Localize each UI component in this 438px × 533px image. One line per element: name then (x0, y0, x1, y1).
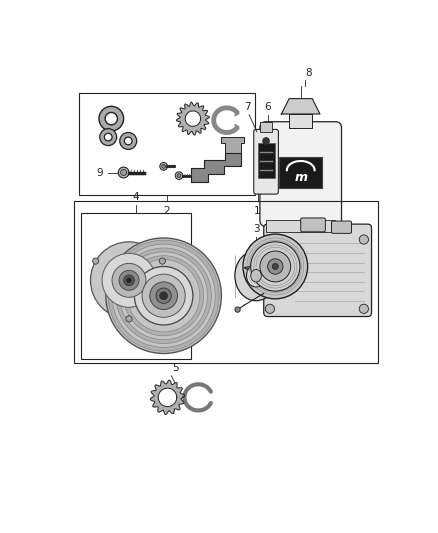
Circle shape (120, 133, 137, 149)
Ellipse shape (251, 270, 261, 282)
Circle shape (268, 259, 283, 274)
Text: m: m (294, 172, 307, 184)
Circle shape (160, 163, 167, 170)
FancyBboxPatch shape (332, 221, 352, 233)
Text: 7: 7 (244, 102, 251, 112)
Polygon shape (282, 99, 320, 114)
FancyBboxPatch shape (264, 224, 371, 317)
Bar (260, 123, 272, 132)
Text: 5: 5 (172, 363, 179, 373)
Circle shape (265, 304, 275, 313)
Circle shape (159, 258, 166, 264)
Circle shape (119, 270, 139, 290)
Bar (79, 93, 254, 195)
Circle shape (126, 316, 132, 322)
Circle shape (359, 304, 368, 313)
Circle shape (175, 172, 183, 180)
Text: 2: 2 (163, 206, 170, 216)
Text: 3: 3 (253, 224, 259, 234)
Text: 1: 1 (254, 206, 261, 216)
FancyBboxPatch shape (254, 130, 279, 194)
Circle shape (124, 137, 132, 145)
Polygon shape (221, 137, 244, 152)
Circle shape (104, 133, 112, 141)
Circle shape (92, 258, 99, 264)
Circle shape (120, 169, 127, 175)
Circle shape (99, 106, 124, 131)
Bar (289, 114, 312, 128)
Circle shape (127, 260, 200, 332)
Text: 4: 4 (133, 192, 139, 202)
Circle shape (108, 240, 219, 351)
Bar (81, 213, 191, 359)
FancyBboxPatch shape (301, 218, 325, 232)
Bar (266, 220, 336, 232)
Circle shape (116, 248, 212, 343)
Text: 8: 8 (305, 68, 312, 78)
Circle shape (102, 253, 156, 308)
Circle shape (262, 137, 270, 145)
Circle shape (162, 165, 166, 168)
Circle shape (142, 274, 185, 317)
Circle shape (118, 167, 129, 178)
Polygon shape (191, 152, 240, 182)
Circle shape (124, 256, 204, 336)
Circle shape (100, 128, 117, 146)
Circle shape (106, 238, 221, 353)
Circle shape (91, 242, 167, 319)
Circle shape (177, 174, 181, 177)
Circle shape (124, 275, 134, 286)
Circle shape (209, 401, 213, 405)
Text: 6: 6 (264, 102, 271, 112)
Polygon shape (150, 380, 185, 415)
Circle shape (359, 235, 368, 244)
Circle shape (209, 390, 213, 394)
Circle shape (251, 242, 300, 291)
Ellipse shape (235, 251, 277, 301)
FancyBboxPatch shape (260, 122, 342, 227)
Circle shape (127, 278, 131, 282)
Bar (74, 201, 378, 364)
Circle shape (105, 112, 117, 125)
Circle shape (156, 288, 171, 303)
Circle shape (120, 252, 208, 340)
Bar (258, 143, 275, 178)
Circle shape (260, 251, 291, 282)
Circle shape (160, 292, 167, 300)
Circle shape (150, 282, 177, 310)
Text: 9: 9 (96, 167, 103, 177)
Circle shape (112, 244, 215, 348)
Circle shape (112, 263, 146, 297)
Circle shape (235, 307, 240, 312)
Ellipse shape (247, 264, 265, 287)
Bar (279, 157, 322, 188)
Circle shape (134, 266, 193, 325)
Circle shape (243, 234, 307, 299)
Circle shape (272, 263, 279, 270)
Polygon shape (177, 102, 209, 135)
